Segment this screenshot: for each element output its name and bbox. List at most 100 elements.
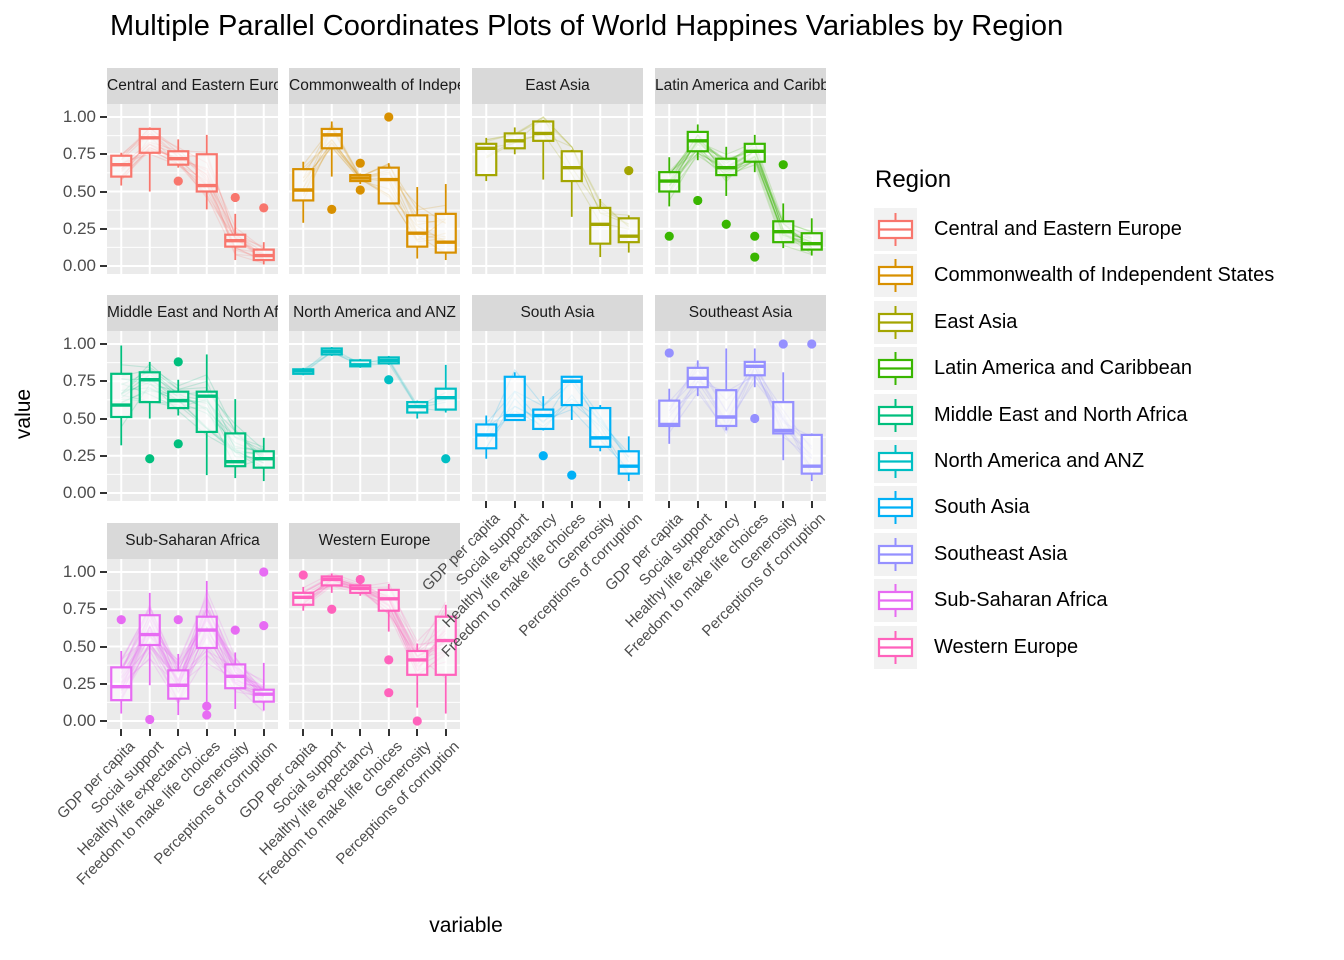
- legend-item-western-europe: Western Europe: [874, 625, 1314, 669]
- boxplot-perceptions-of-corruption: [617, 215, 640, 253]
- y-tick-mark: [100, 417, 107, 420]
- boxplot-key-icon: [877, 352, 914, 386]
- outlier-point: [230, 625, 240, 635]
- outlier-point: [624, 166, 634, 176]
- boxplot-key-icon: [877, 445, 914, 478]
- outlier-point: [750, 252, 760, 262]
- boxplot-healthy-life-expectancy: [532, 396, 555, 431]
- boxplot-social-support: [503, 127, 526, 155]
- facet-panel-south-asia: [472, 331, 643, 501]
- facet-strip-south-asia: South Asia: [472, 295, 643, 331]
- boxplot-healthy-life-expectancy: [715, 348, 738, 431]
- boxplot-generosity: [224, 399, 247, 479]
- outlier-point: [173, 615, 183, 625]
- outlier-point: [384, 375, 394, 385]
- outlier-point: [327, 604, 337, 614]
- legend-item-central-and-eastern-europe: Central and Eastern Europe: [874, 208, 1314, 251]
- boxplot-freedom-to-make-life-choices: [195, 580, 218, 702]
- legend-key: [874, 532, 917, 576]
- boxplot-generosity: [772, 372, 795, 461]
- y-tick-mark: [100, 265, 107, 267]
- y-tick-mark: [100, 343, 107, 345]
- x-tick-label-social-support: Social support: [87, 738, 167, 818]
- legend-key: [874, 393, 917, 437]
- legend-item-sub-saharan-africa: Sub-Saharan Africa: [874, 579, 1314, 623]
- facet-panel-central-and-eastern-europe: [107, 104, 278, 274]
- boxplot-freedom-to-make-life-choices: [743, 348, 766, 388]
- y-tick-mark: [100, 116, 107, 118]
- parallel-lines: [120, 126, 265, 264]
- x-tick-label-generosity: Generosity: [736, 510, 801, 574]
- legend-label: North America and ANZ: [934, 450, 1145, 472]
- y-tick-label: 0.00: [62, 483, 96, 502]
- y-tick-label: 1.00: [62, 562, 96, 581]
- outlier-point: [173, 439, 183, 449]
- legend-item-southeast-asia: Southeast Asia: [874, 532, 1314, 576]
- y-tick-mark: [100, 645, 107, 648]
- y-axis-title: value: [12, 388, 35, 440]
- x-tick-label-healthy-life-expectancy: Healthy life expectancy: [74, 738, 196, 860]
- x-tick-label-social-support: Social support: [635, 510, 715, 590]
- boxplot-healthy-life-expectancy: [715, 146, 738, 196]
- boxplot-key-icon: [877, 305, 914, 339]
- outlier-point: [384, 655, 394, 665]
- boxplot-gdp-per-capita: [110, 152, 133, 186]
- legend-key: [874, 300, 917, 344]
- x-tick-mark: [444, 729, 447, 736]
- boxplot-generosity: [406, 187, 429, 259]
- legend-key: [874, 486, 917, 530]
- outlier-point: [441, 454, 451, 464]
- parallel-lines: [668, 360, 813, 476]
- parallel-lines: [302, 572, 447, 679]
- boxplot-gdp-per-capita: [658, 157, 681, 207]
- legend-label: Sub-Saharan Africa: [934, 589, 1108, 612]
- y-tick-mark: [100, 571, 107, 573]
- boxplot-perceptions-of-corruption: [617, 436, 640, 482]
- parallel-lines: [120, 589, 265, 713]
- outlier-point: [145, 714, 155, 725]
- boxplot-gdp-per-capita: [110, 345, 133, 446]
- boxplot-social-support: [138, 592, 161, 686]
- outlier-point: [693, 195, 703, 206]
- parallel-lines: [485, 368, 630, 477]
- parallel-lines: [668, 133, 813, 256]
- x-tick-mark: [513, 501, 516, 508]
- y-tick-mark: [100, 682, 107, 685]
- boxplot-generosity: [406, 400, 429, 419]
- outlier-point: [750, 231, 760, 241]
- outlier-point: [807, 339, 817, 349]
- x-tick-mark: [810, 501, 813, 508]
- outlier-point: [116, 615, 126, 625]
- x-tick-mark: [205, 729, 208, 736]
- x-tick-mark: [542, 501, 545, 508]
- boxplot-perceptions-of-corruption: [434, 364, 457, 413]
- x-tick-label-generosity: Generosity: [188, 738, 253, 802]
- x-tick-mark: [627, 501, 630, 508]
- x-tick-label-gdp-per-capita: GDP per capita: [53, 738, 139, 823]
- facet-strip-east-asia: East Asia: [472, 68, 643, 104]
- x-tick-mark: [416, 729, 419, 736]
- x-tick-mark: [570, 501, 573, 508]
- legend-label: East Asia: [934, 310, 1018, 333]
- x-tick-label-freedom-to-make-life-choices: Freedom to make life choices: [255, 738, 406, 889]
- boxplot-healthy-life-expectancy: [349, 582, 372, 596]
- y-tick-mark: [100, 608, 107, 611]
- outlier-point: [327, 204, 337, 214]
- outlier-point: [259, 567, 269, 577]
- y-tick-label: 0.75: [62, 599, 96, 619]
- x-tick-mark: [148, 729, 151, 736]
- x-tick-mark: [485, 501, 488, 508]
- y-tick-label: 1.00: [62, 107, 96, 126]
- boxplot-social-support: [686, 360, 709, 397]
- boxplot-social-support: [138, 127, 161, 192]
- facet-strip-latin-america-and-caribbean: Latin America and Caribbean: [655, 68, 826, 104]
- boxplot-social-support: [320, 121, 343, 177]
- x-tick-mark: [387, 729, 390, 736]
- legend-item-south-asia: South Asia: [874, 486, 1314, 530]
- outlier-point: [384, 688, 394, 698]
- legend-label: Middle East and North Africa: [934, 403, 1188, 426]
- x-tick-label-gdp-per-capita: GDP per capita: [418, 510, 504, 595]
- boxplot-perceptions-of-corruption: [252, 662, 275, 711]
- boxplot-freedom-to-make-life-choices: [743, 134, 766, 173]
- facet-strip-middle-east-and-north-africa: Middle East and North Africa: [107, 295, 278, 331]
